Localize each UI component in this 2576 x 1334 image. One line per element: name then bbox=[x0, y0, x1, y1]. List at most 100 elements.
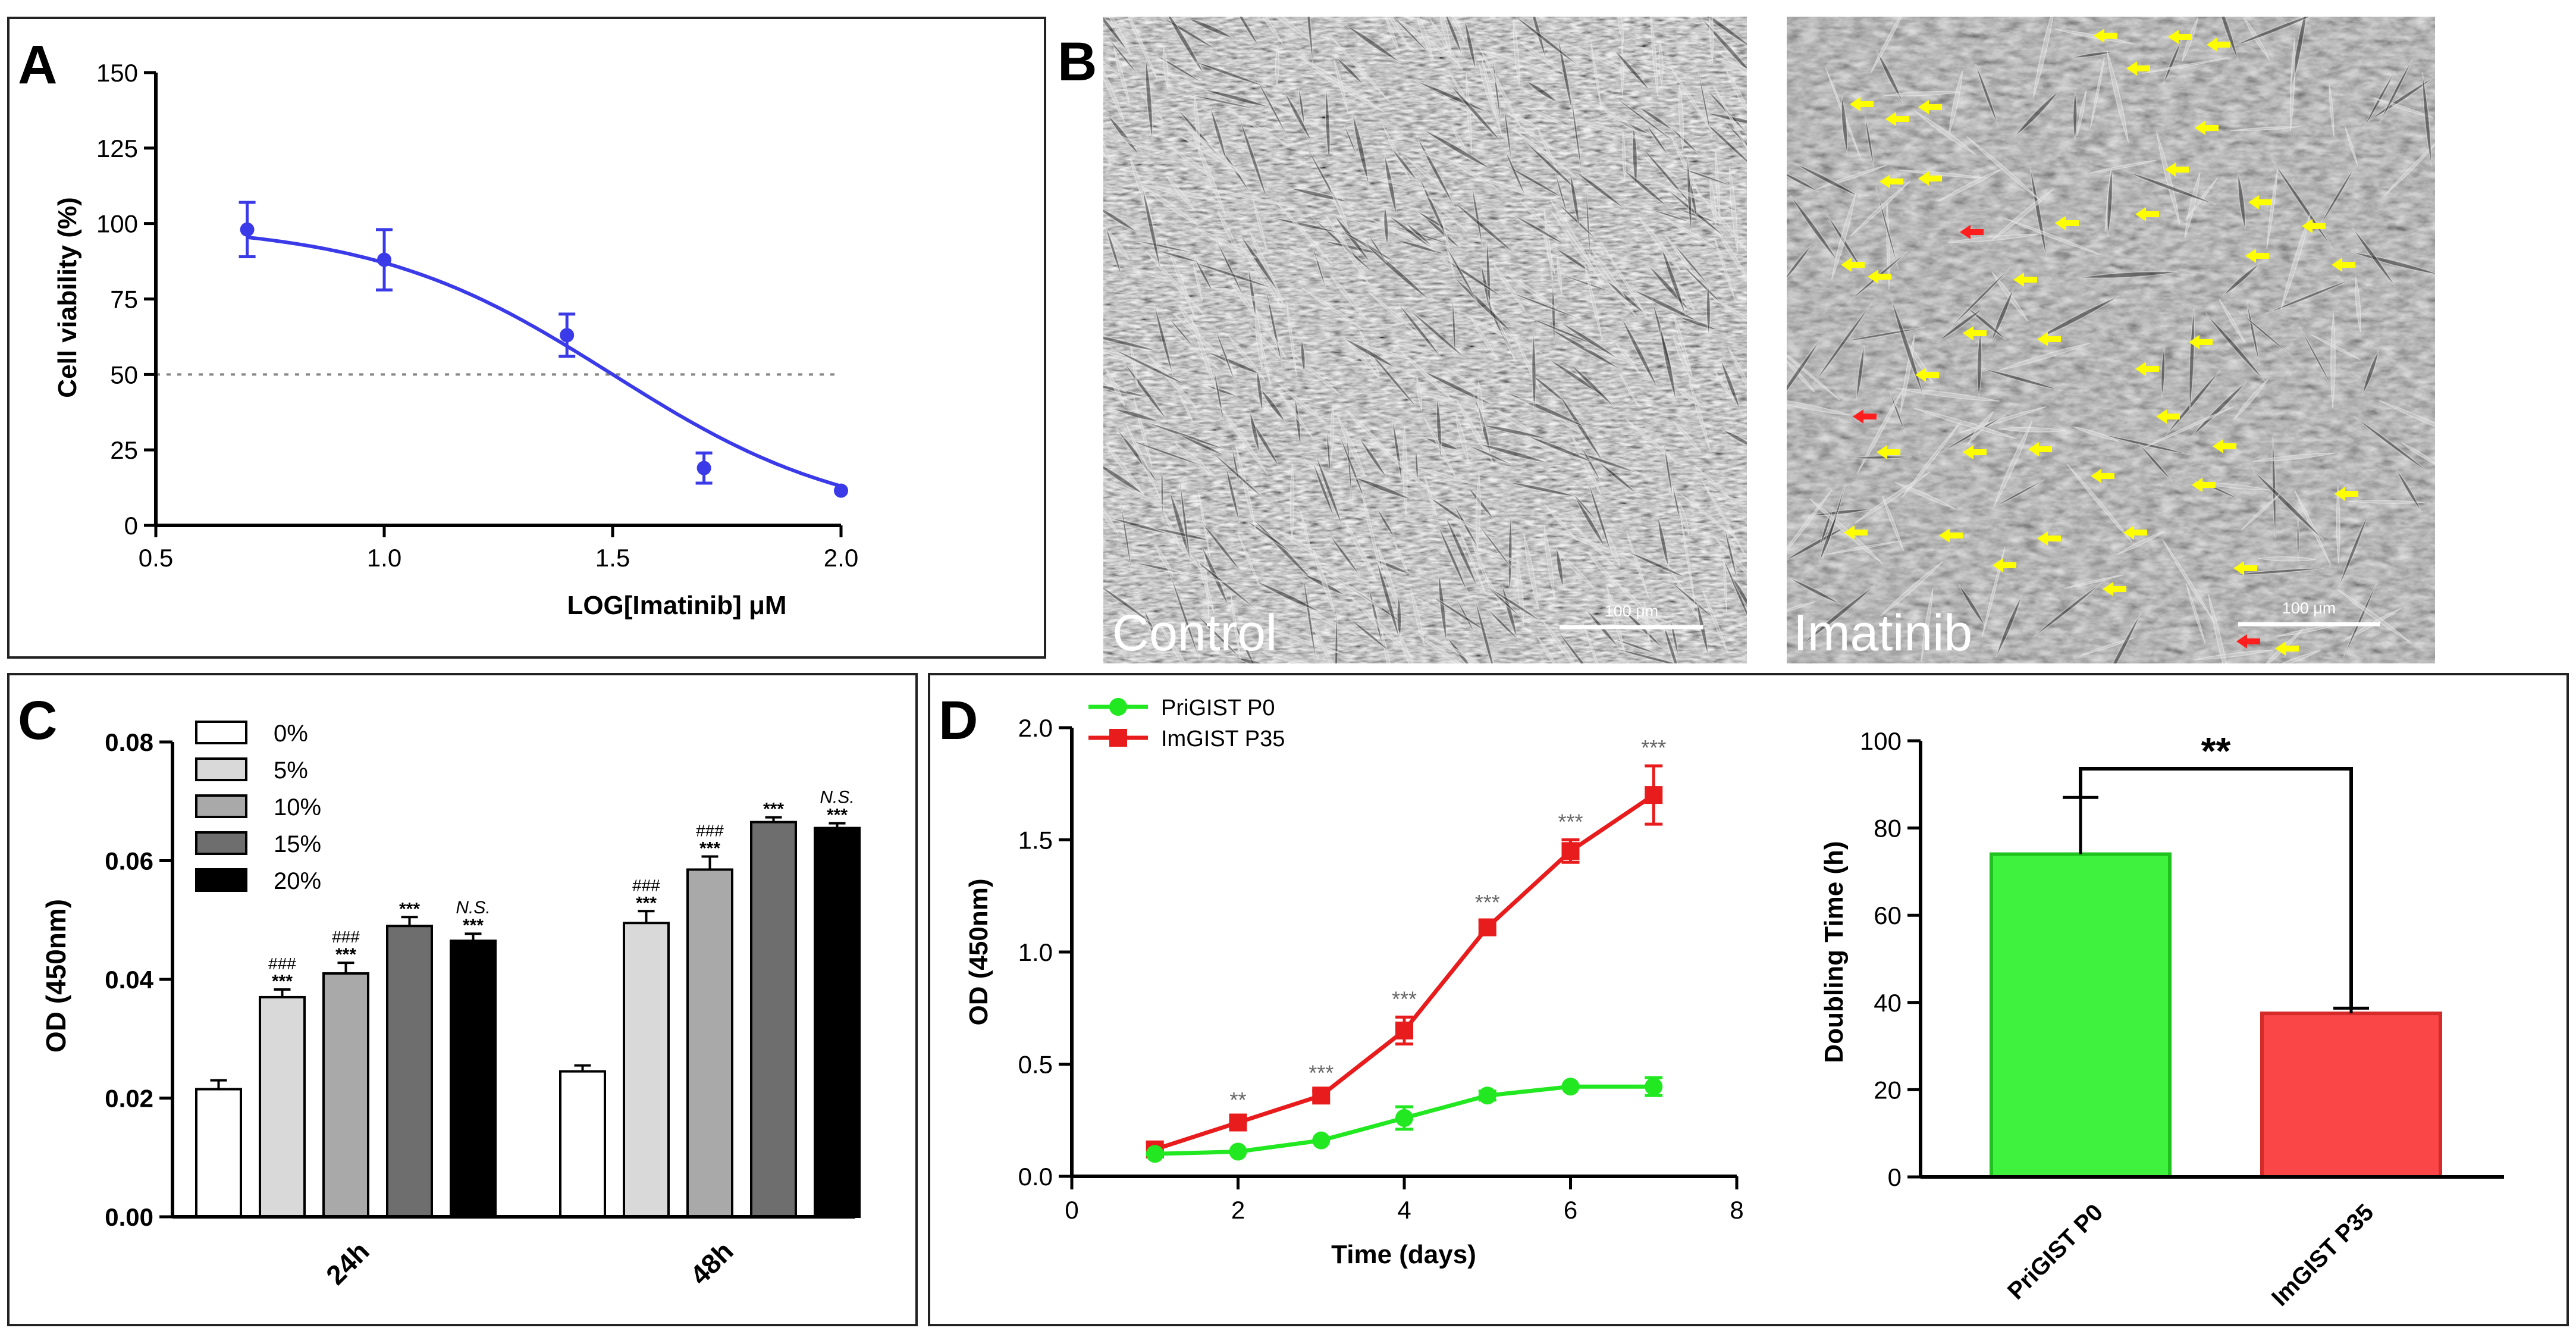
cell bbox=[1597, 461, 1637, 494]
cell bbox=[1200, 521, 1243, 574]
yellow-arrow-icon bbox=[1915, 368, 1939, 382]
cell bbox=[1103, 508, 1119, 534]
yellow-arrow-icon bbox=[2028, 442, 2052, 456]
yellow-arrow-icon bbox=[2168, 30, 2192, 44]
cell bbox=[2064, 574, 2124, 589]
cell bbox=[1441, 215, 1454, 275]
chart-a-y-tick-label: 125 bbox=[96, 134, 138, 162]
cell bbox=[1448, 83, 1504, 145]
cell bbox=[1451, 17, 1466, 42]
cell bbox=[1701, 118, 1747, 163]
chart-c-bar bbox=[386, 925, 433, 1218]
cell bbox=[1706, 283, 1711, 336]
cell bbox=[1702, 588, 1728, 654]
chart-d-growth-y-tick-label: 0.5 bbox=[1018, 1051, 1053, 1079]
cell bbox=[1543, 503, 1578, 541]
cell bbox=[1397, 628, 1413, 663]
cell bbox=[2264, 277, 2355, 315]
cell bbox=[1519, 201, 1563, 241]
cell bbox=[1451, 199, 1517, 255]
cell bbox=[1343, 337, 1380, 379]
cell bbox=[1949, 70, 1963, 133]
cell bbox=[1677, 167, 1734, 187]
cell bbox=[1841, 96, 1848, 154]
yellow-arrow-icon bbox=[2013, 273, 2037, 287]
cell bbox=[1314, 453, 1344, 528]
cell bbox=[1865, 116, 1874, 167]
cell bbox=[1343, 124, 1358, 157]
cell bbox=[1145, 58, 1153, 140]
cell bbox=[2080, 637, 2134, 656]
cell bbox=[1680, 515, 1696, 604]
cell bbox=[1504, 272, 1557, 308]
cell bbox=[1249, 411, 1260, 453]
cell bbox=[1673, 313, 1693, 377]
cell bbox=[1188, 94, 1259, 110]
cell bbox=[1715, 227, 1747, 280]
chart-a-x-tick-label: 1.0 bbox=[367, 544, 401, 572]
cell bbox=[1312, 462, 1335, 519]
cell bbox=[2362, 350, 2379, 395]
cell bbox=[1176, 336, 1220, 370]
chart-d-growth-point bbox=[1478, 1086, 1496, 1105]
chart-d-growth-point bbox=[1561, 842, 1580, 860]
chart-d-growth-x-tick-label: 6 bbox=[1564, 1196, 1577, 1224]
cell bbox=[1417, 174, 1452, 248]
chart-c-bar bbox=[686, 868, 733, 1218]
yellow-arrow-icon bbox=[1868, 270, 1891, 284]
cell bbox=[1141, 186, 1199, 226]
chart-a-x-label: LOG[Imatinib] μM bbox=[567, 591, 786, 620]
cell bbox=[1794, 163, 1861, 198]
cell bbox=[1787, 360, 1815, 393]
cell bbox=[2079, 271, 2179, 279]
cell bbox=[1122, 607, 1153, 629]
cell bbox=[1658, 43, 1664, 84]
chart-c-legend-swatch bbox=[195, 831, 247, 855]
cell bbox=[1350, 597, 1414, 659]
cell bbox=[1103, 17, 1129, 53]
chart-a-x-tick-label: 0.5 bbox=[139, 544, 173, 572]
cell bbox=[1455, 412, 1469, 462]
chart-d-growth-legend-label: ImGIST P35 bbox=[1161, 727, 1285, 751]
yellow-arrow-icon bbox=[2091, 469, 2114, 483]
cell bbox=[1230, 592, 1241, 660]
cell bbox=[2299, 326, 2335, 391]
cell bbox=[2185, 583, 2206, 644]
cell bbox=[2233, 378, 2268, 420]
cell bbox=[1471, 185, 1483, 247]
cell bbox=[1103, 336, 1160, 353]
cell bbox=[1731, 577, 1747, 606]
cell bbox=[1831, 192, 1856, 280]
cell bbox=[2163, 40, 2182, 84]
cell bbox=[1526, 107, 1569, 127]
yellow-arrow-icon bbox=[2123, 525, 2147, 540]
cell bbox=[1626, 550, 1688, 579]
cell bbox=[2238, 173, 2246, 230]
chart-d-growth-x-tick-label: 4 bbox=[1397, 1196, 1411, 1224]
yellow-arrow-icon bbox=[1880, 174, 1903, 189]
cell bbox=[1325, 88, 1331, 164]
cell bbox=[1166, 176, 1195, 211]
cell bbox=[1342, 337, 1398, 369]
cell bbox=[1105, 224, 1122, 277]
cell bbox=[1622, 132, 1626, 180]
cell bbox=[1664, 444, 1673, 499]
cell bbox=[1154, 544, 1174, 577]
cell bbox=[1966, 136, 2042, 203]
cell bbox=[1163, 512, 1180, 546]
cell bbox=[1570, 94, 1583, 176]
chart-c-bar bbox=[195, 1088, 242, 1218]
yellow-arrow-icon bbox=[2165, 162, 2189, 177]
cell bbox=[1312, 549, 1335, 613]
cell bbox=[1678, 261, 1728, 310]
chart-c-bar bbox=[623, 922, 670, 1219]
cell bbox=[1507, 481, 1578, 497]
cell bbox=[2032, 17, 2054, 98]
chart-a-points bbox=[239, 201, 848, 498]
chart-d-doubling-bar bbox=[1990, 852, 2172, 1179]
cell bbox=[2251, 469, 2324, 541]
cell bbox=[1787, 601, 1816, 612]
cell bbox=[1714, 370, 1735, 402]
cell bbox=[1125, 422, 1161, 500]
cell bbox=[1193, 264, 1203, 302]
